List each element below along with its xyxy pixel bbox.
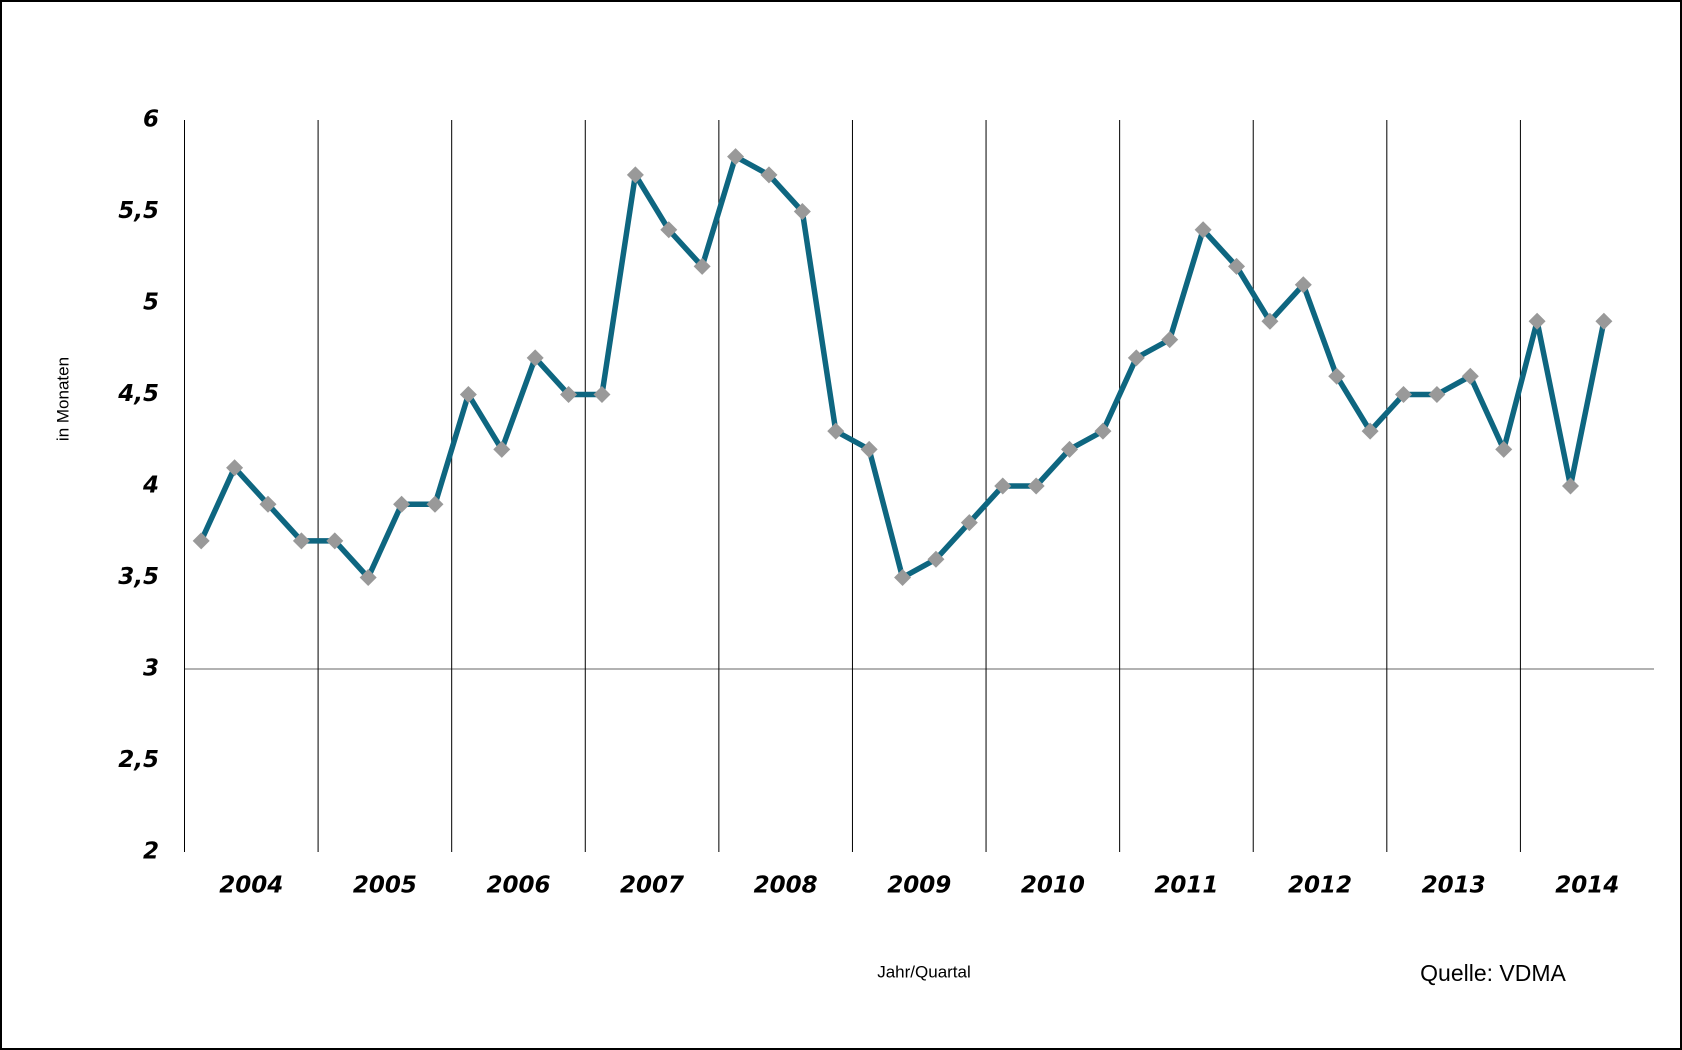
source-note: Quelle: VDMA [1420,960,1566,986]
data-point [259,495,277,513]
data-point [727,148,745,166]
y-tick-label: 3,5 [118,564,159,590]
data-point [760,166,778,184]
data-point [894,569,912,586]
data-point [960,514,978,532]
data-point [1562,477,1580,495]
x-tick-label: 2009 [887,873,951,899]
data-point [1528,312,1546,330]
data-point [1061,440,1079,458]
data-point [660,221,678,239]
data-point [1595,312,1613,330]
y-tick-label: 5,5 [118,198,159,224]
y-tick-label: 5 [143,290,159,316]
x-tick-label: 2008 [754,873,818,899]
x-tick-label: 2005 [353,873,417,899]
x-tick-label: 2004 [219,873,283,899]
data-point [426,495,444,513]
data-point [1027,477,1045,495]
data-point [793,203,811,220]
x-tick-label: 2006 [486,873,550,899]
data-point [1461,367,1479,385]
data-point [192,532,210,550]
data-point [560,386,578,403]
data-point [326,532,344,550]
x-tick-label: 2010 [1021,873,1085,899]
data-point [1194,221,1212,239]
data-point [393,495,411,513]
y-tick-label: 4,5 [117,381,159,407]
y-tick-label: 3 [143,656,159,682]
data-point [593,386,611,403]
data-point [1395,386,1413,403]
data-point [1428,386,1446,403]
data-point [459,386,477,403]
data-point [359,569,377,586]
data-point [860,440,878,458]
x-tick-label: 2011 [1154,873,1218,899]
y-tick-label: 4 [142,473,159,499]
x-tick-label: 2007 [620,873,684,899]
data-point [1328,367,1346,385]
y-tick-label: 2,5 [118,747,159,773]
data-point [1228,257,1246,275]
data-point [626,166,644,184]
y-tick-label: 6 [143,107,159,133]
data-point [1127,349,1145,367]
data-point [1361,422,1379,440]
x-axis-label: Jahr/Quartal [877,962,971,981]
data-point [1161,331,1179,349]
data-point [1094,422,1112,440]
data-point [526,349,544,367]
x-tick-label: 2012 [1288,873,1352,899]
data-point [1261,312,1279,330]
data-point [994,477,1012,495]
data-point [292,532,310,550]
data-point [693,257,711,275]
data-point [927,550,945,568]
data-point [226,459,244,477]
data-point [827,422,845,440]
x-tick-label: 2014 [1555,873,1619,899]
x-tick-label: 2013 [1422,873,1486,899]
data-point [1495,440,1513,458]
y-axis-label: in Monaten [53,357,72,441]
data-point [493,440,511,458]
y-tick-label: 2 [143,839,159,865]
data-point [1294,276,1312,294]
